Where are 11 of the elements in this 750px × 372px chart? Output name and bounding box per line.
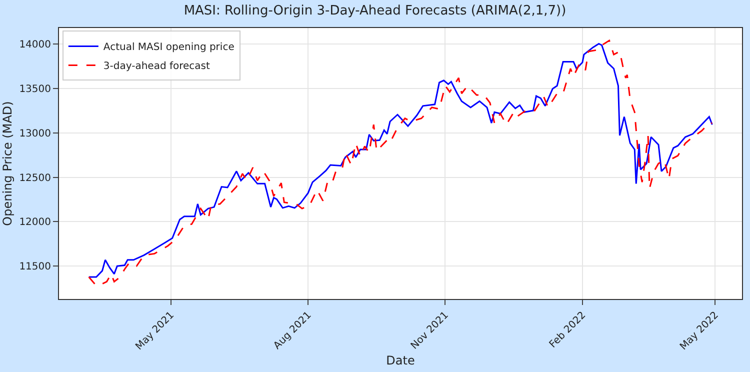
y-tick-label: 11500 — [19, 262, 51, 273]
chart-title: MASI: Rolling-Origin 3-Day-Ahead Forecasts (ARIMA(2,1,7)) — [184, 4, 566, 19]
y-tick-label: 14000 — [19, 39, 51, 50]
y-tick-label: 12000 — [19, 217, 51, 228]
y-tick-label: 13500 — [19, 84, 51, 95]
x-axis-title: Date — [386, 353, 415, 368]
y-axis-title: Opening Price (MAD) — [0, 101, 14, 226]
legend-label: Actual MASI opening price — [103, 42, 234, 54]
y-tick-label: 12500 — [19, 172, 51, 184]
legend-label: 3-day-ahead forecast — [103, 61, 210, 72]
y-tick-label: 13000 — [19, 128, 51, 140]
